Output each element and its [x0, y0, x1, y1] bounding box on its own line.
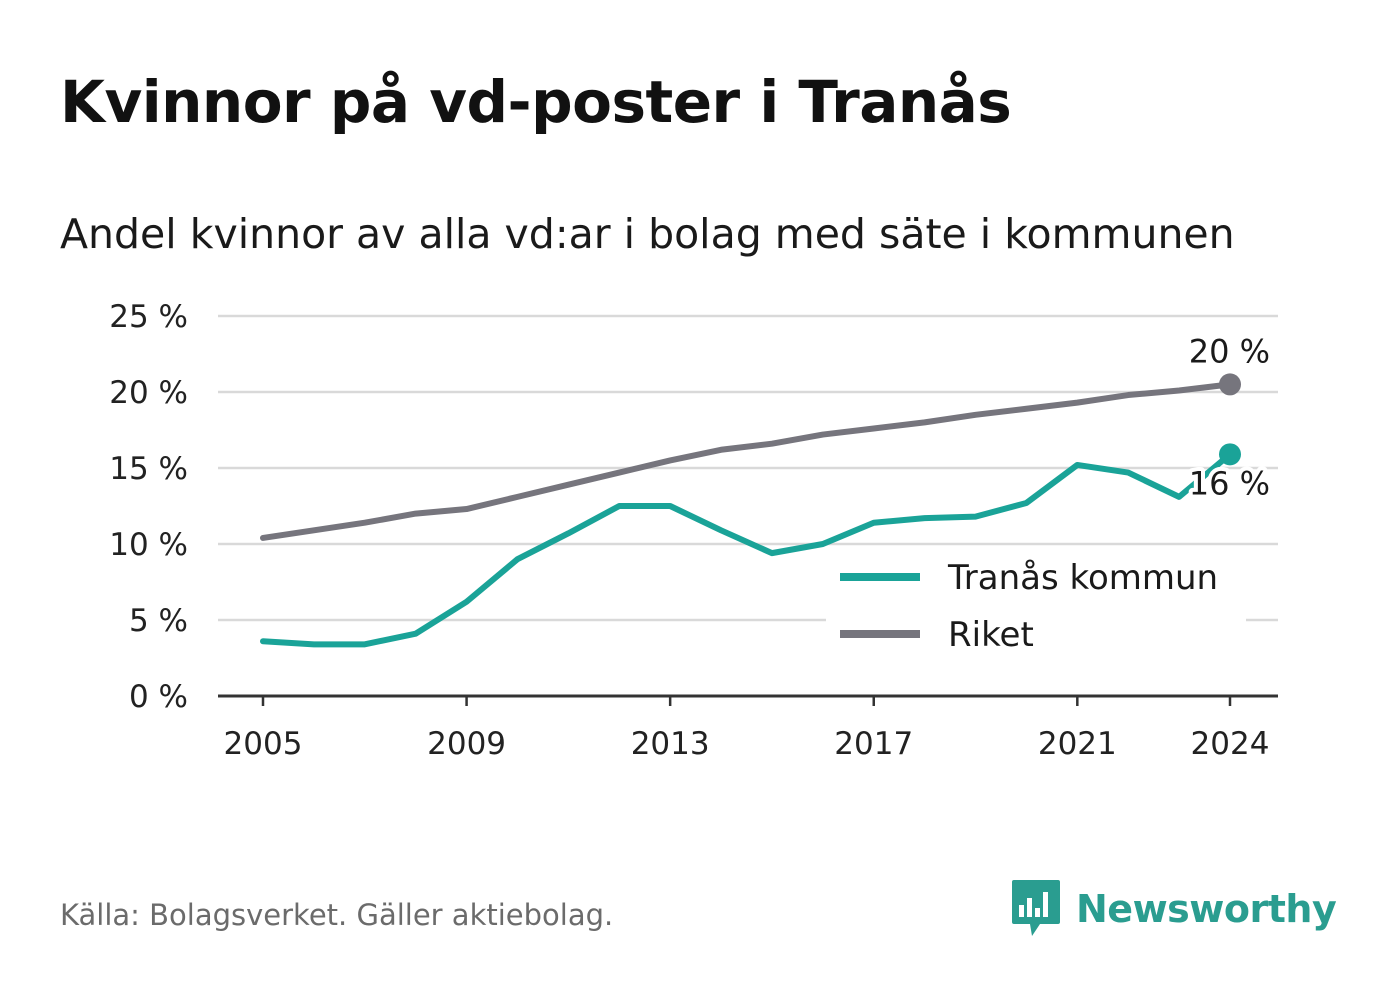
- legend-label: Tranås kommun: [947, 558, 1218, 598]
- series-line-riket: [260, 381, 1233, 541]
- y-tick-label: 5 %: [129, 603, 188, 639]
- x-tick-label: 2017: [834, 726, 913, 762]
- end-label-tranas: 16 %: [1189, 464, 1270, 502]
- x-tick-label: 2021: [1038, 726, 1117, 762]
- y-tick-label: 0 %: [129, 679, 188, 715]
- legend-label: Riket: [948, 615, 1034, 655]
- x-tick-label: 2009: [427, 726, 506, 762]
- y-tick-label: 20 %: [109, 375, 188, 411]
- series: 20 % 16 %: [260, 332, 1274, 648]
- chart-title: Kvinnor på vd-poster i Tranås: [60, 68, 1012, 136]
- series-line-tranas: [260, 451, 1233, 648]
- x-axis-ticks: 2005 2009 2013 2017 2021 2024: [224, 696, 1270, 762]
- end-point-tranas: [1219, 443, 1241, 466]
- y-tick-label: 10 %: [109, 527, 188, 563]
- y-tick-label: 25 %: [109, 299, 188, 335]
- x-tick-label: 2005: [224, 726, 303, 762]
- newsworthy-logo-icon: [1012, 880, 1060, 936]
- source-note: Källa: Bolagsverket. Gäller aktiebolag.: [60, 898, 614, 932]
- legend: Tranås kommun Riket: [826, 553, 1246, 663]
- chart-subtitle: Andel kvinnor av alla vd:ar i bolag med …: [60, 210, 1235, 258]
- brand-logo: Newsworthy: [1010, 878, 1337, 940]
- x-tick-label: 2024: [1191, 726, 1270, 762]
- end-point-riket: [1219, 373, 1241, 396]
- y-axis-ticks: 0 % 5 % 10 % 15 % 20 % 25 %: [109, 299, 188, 715]
- legend-background: [826, 553, 1246, 663]
- y-tick-label: 15 %: [109, 451, 188, 487]
- brand-name: Newsworthy: [1076, 887, 1337, 931]
- x-tick-label: 2013: [631, 726, 710, 762]
- end-label-riket: 20 %: [1189, 332, 1270, 370]
